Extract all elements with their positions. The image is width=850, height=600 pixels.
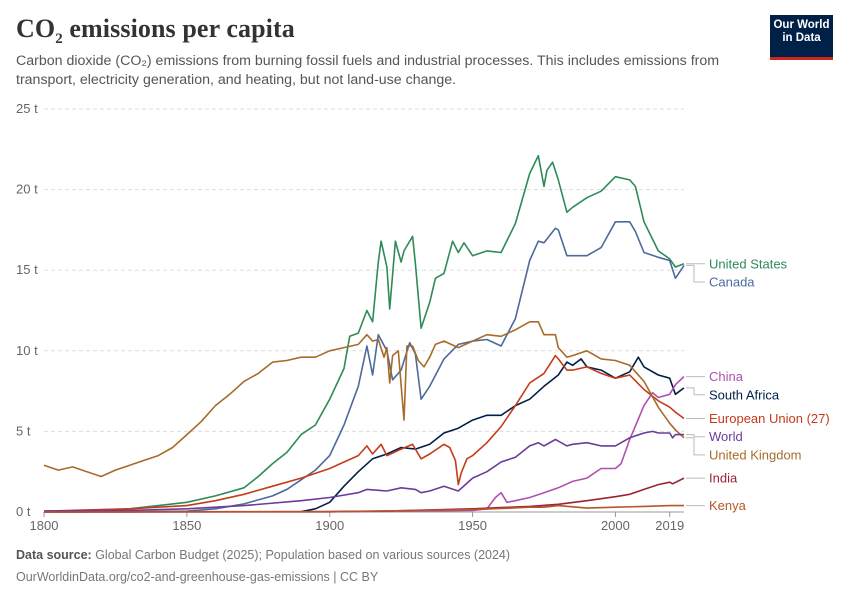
logo-line-2: in Data — [782, 32, 821, 44]
x-tick-label: 2019 — [655, 518, 684, 533]
line-chart: 0 t 5 t 10 t 15 t 20 t 25 t 1800 1850 1900 1950 20… — [16, 101, 830, 533]
y-tick-label: 5 t — [16, 423, 31, 438]
data-source: Data source: Global Carbon Budget (2025)… — [16, 548, 511, 562]
series-line-european-union-27 — [43, 354, 685, 512]
label-connector — [686, 434, 705, 438]
series-label: World — [709, 429, 743, 444]
url-license[interactable]: OurWorldinData.org/co2-and-greenhouse-ga… — [16, 570, 379, 584]
series-line-south-africa — [300, 356, 685, 513]
series-label: United States — [709, 256, 788, 271]
series-label: China — [709, 369, 744, 384]
x-tick-label: 1950 — [458, 518, 487, 533]
x-tick-label: 1850 — [172, 518, 201, 533]
series-label: Canada — [709, 274, 755, 289]
series-line-united-states — [43, 154, 685, 512]
chart-title: CO2 emissions per capita — [16, 14, 295, 48]
series-label: South Africa — [709, 387, 780, 402]
y-tick-label: 15 t — [16, 262, 38, 277]
series-line-kenya — [43, 504, 684, 513]
x-tick-label: 1900 — [315, 518, 344, 533]
owid-logo[interactable]: Our World in Data — [770, 15, 833, 60]
x-tick-label: 1800 — [30, 518, 59, 533]
y-tick-label: 10 t — [16, 343, 38, 358]
series-label: European Union (27) — [709, 411, 830, 426]
label-connector — [686, 387, 705, 396]
chart-subtitle: Carbon dioxide (CO₂) emissions from burn… — [16, 53, 720, 88]
y-tick-label: 25 t — [16, 101, 38, 116]
series-label: United Kingdom — [709, 447, 802, 462]
series-line-world — [43, 430, 684, 512]
label-connector — [686, 264, 705, 283]
y-tick-label: 0 t — [16, 504, 31, 519]
series-line-china — [43, 376, 685, 513]
series-label: Kenya — [709, 498, 747, 513]
logo-line-1: Our World — [773, 19, 830, 31]
series-label: India — [709, 471, 738, 486]
label-connector — [686, 437, 705, 456]
x-tick-label: 2000 — [601, 518, 630, 533]
series-line-united-kingdom — [43, 321, 685, 478]
y-tick-label: 20 t — [16, 182, 38, 197]
